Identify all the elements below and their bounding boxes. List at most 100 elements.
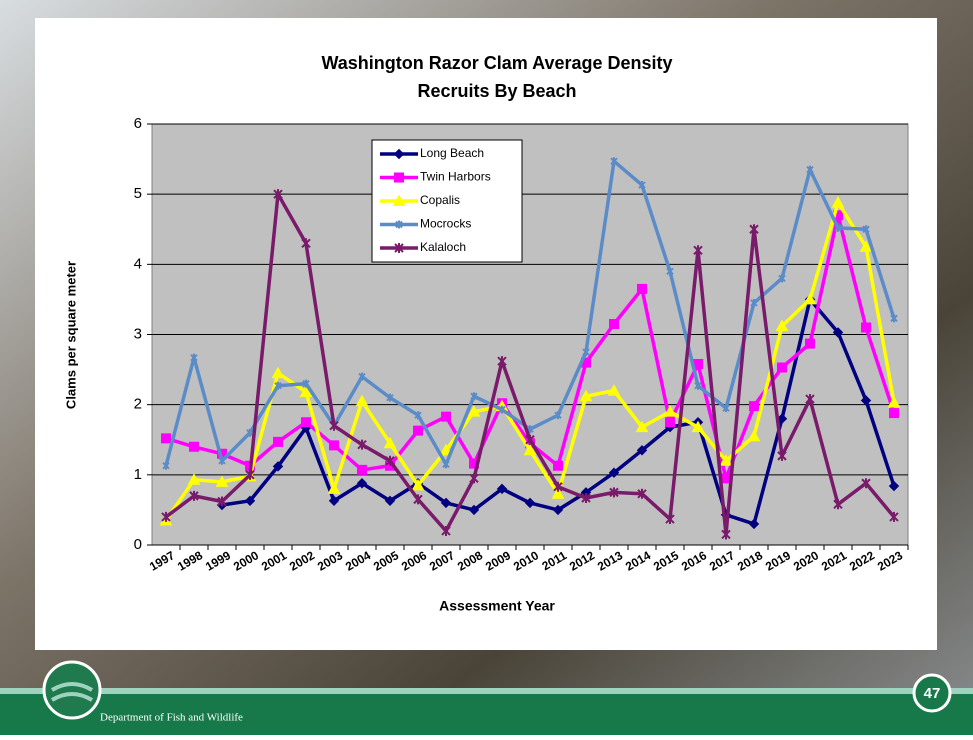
data-point — [833, 499, 843, 510]
data-point — [778, 274, 786, 283]
legend-label: Twin Harbors — [420, 170, 491, 184]
data-point — [861, 322, 871, 333]
data-point — [831, 196, 845, 208]
data-point — [302, 379, 310, 388]
data-point — [217, 496, 227, 507]
data-point — [497, 356, 507, 367]
data-point — [859, 240, 873, 252]
data-point — [748, 518, 760, 530]
data-point — [244, 495, 256, 507]
data-point — [719, 454, 733, 466]
data-point — [161, 433, 171, 444]
x-axis-label: Assessment Year — [439, 598, 555, 614]
data-point — [553, 460, 563, 471]
legend-label: Kalaloch — [420, 240, 466, 254]
data-point — [691, 420, 705, 433]
data-point — [413, 425, 423, 436]
data-point — [805, 394, 815, 405]
data-point — [552, 504, 564, 516]
data-point — [805, 338, 815, 349]
data-point — [665, 514, 675, 525]
legend-marker — [394, 243, 404, 253]
data-point — [554, 411, 562, 420]
data-point — [803, 292, 817, 305]
data-point — [357, 464, 367, 475]
y-axis-label: Clams per square meter — [63, 261, 78, 409]
data-point — [610, 157, 618, 166]
data-point — [357, 439, 367, 450]
data-point — [525, 434, 535, 445]
data-point — [355, 394, 369, 407]
data-point — [775, 319, 789, 332]
data-point — [888, 480, 900, 492]
data-point — [356, 478, 368, 489]
data-point — [189, 441, 199, 452]
data-point — [638, 181, 646, 190]
data-point — [386, 393, 394, 402]
data-point — [637, 488, 647, 499]
data-point — [553, 481, 563, 492]
data-point — [579, 389, 593, 402]
data-point — [440, 497, 452, 509]
y-tick-label: 4 — [134, 255, 142, 272]
page-number: 47 — [924, 685, 941, 702]
data-point — [776, 413, 788, 424]
data-point — [190, 353, 198, 362]
data-point — [636, 445, 648, 456]
data-point — [272, 461, 284, 472]
data-point — [383, 436, 397, 449]
data-point — [273, 436, 283, 447]
footer-band — [0, 694, 973, 735]
data-point — [607, 384, 621, 396]
data-point — [750, 298, 758, 307]
data-point — [665, 417, 675, 428]
legend-label: Long Beach — [420, 146, 484, 160]
data-point — [861, 478, 871, 489]
data-point — [245, 469, 255, 480]
data-point — [666, 267, 674, 276]
data-point — [496, 483, 508, 495]
data-point — [581, 492, 591, 503]
data-point — [273, 189, 283, 200]
y-tick-label: 0 — [134, 536, 142, 553]
data-point — [777, 362, 787, 373]
data-point — [609, 487, 619, 498]
data-point — [215, 475, 229, 487]
data-point — [384, 495, 396, 507]
data-point — [467, 405, 481, 417]
data-point — [358, 372, 366, 381]
data-point — [301, 238, 311, 249]
data-point — [469, 473, 479, 484]
data-point — [441, 525, 451, 536]
data-point — [749, 224, 759, 235]
logo-waves — [50, 682, 94, 702]
data-point — [385, 455, 395, 466]
data-point — [441, 411, 451, 422]
data-point — [694, 381, 702, 390]
chart-title: Washington Razor Clam Average Density — [321, 53, 672, 73]
page-number-badge — [912, 673, 952, 713]
agency-logo — [42, 660, 102, 720]
data-point — [832, 327, 844, 338]
data-point — [524, 497, 536, 509]
data-point — [189, 490, 199, 501]
legend-label: Mocrocks — [420, 217, 471, 231]
data-point — [749, 401, 759, 412]
data-point — [439, 443, 453, 456]
data-point — [834, 223, 842, 232]
data-point — [747, 429, 761, 442]
data-point — [523, 443, 537, 456]
data-point — [890, 314, 898, 323]
data-point — [329, 420, 339, 431]
data-point — [637, 283, 647, 294]
data-point — [777, 450, 787, 461]
legend-label: Copalis — [420, 193, 460, 207]
data-point — [887, 396, 901, 408]
legend-marker — [393, 148, 405, 160]
data-point — [246, 428, 254, 437]
data-point — [635, 420, 649, 433]
legend-marker — [392, 194, 406, 206]
data-point — [551, 487, 565, 499]
